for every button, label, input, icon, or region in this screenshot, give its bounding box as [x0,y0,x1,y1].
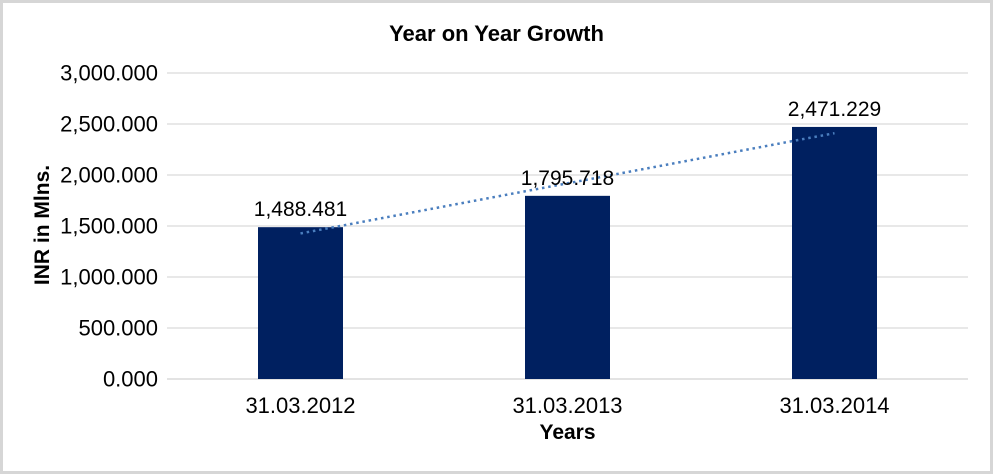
x-axis-title: Years [539,421,596,444]
y-tick-label: 1,500.000 [60,214,158,239]
plot-area: 0.000 500.000 1,000.000 1,500.000 2,000.000 2… [60,61,968,418]
y-tick-label: 3,000.000 [60,61,158,86]
data-label: 2,471.229 [788,98,881,121]
x-category-label: 31.03.2013 [512,393,622,418]
data-label: 1,795.718 [521,167,614,190]
y-tick-label: 2,000.000 [60,163,158,188]
y-tick-label: 2,500.000 [60,112,158,137]
y-tick-label: 0.000 [103,367,158,392]
x-category-label: 31.03.2014 [779,393,889,418]
x-category-label: 31.03.2012 [245,393,355,418]
trendline [300,131,835,235]
y-tick-label: 500.000 [78,316,158,341]
bar [258,227,343,379]
data-label: 1,488.481 [254,198,347,221]
bar [525,195,610,379]
chart-title: Year on Year Growth [389,21,604,46]
bar [792,126,877,380]
y-tick-label: 1,000.000 [60,265,158,290]
